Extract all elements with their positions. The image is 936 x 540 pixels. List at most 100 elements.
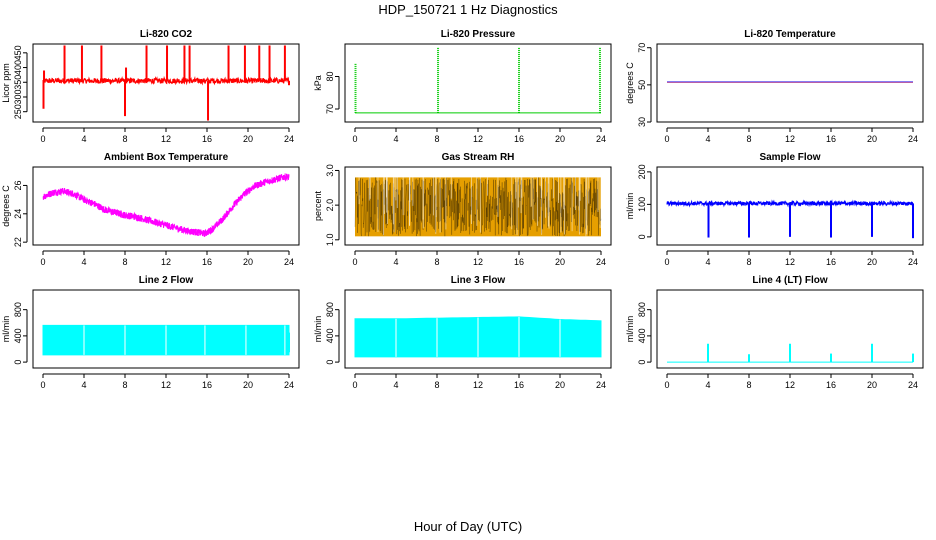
x-tick-label: 0	[664, 257, 669, 267]
x-tick-label: 20	[867, 380, 877, 390]
y-tick-label: 26	[13, 180, 23, 190]
panel-title: Gas Stream RH	[442, 152, 515, 163]
plot-frame	[656, 43, 924, 123]
y-tick-label: 0	[637, 360, 647, 365]
x-tick-label: 24	[284, 380, 294, 390]
x-tick-label: 0	[352, 134, 357, 144]
x-tick-label: 16	[202, 257, 212, 267]
x-tick-label: 12	[161, 134, 171, 144]
x-tick-label: 16	[826, 257, 836, 267]
x-tick-label: 24	[596, 257, 606, 267]
plot-frame	[32, 289, 300, 369]
x-tick-label: 8	[746, 134, 751, 144]
x-tick-label: 20	[867, 257, 877, 267]
x-axis: 0 4 8 12 16 20 24	[664, 373, 918, 390]
x-tick-label: 8	[122, 257, 127, 267]
x-tick-label: 24	[284, 134, 294, 144]
x-axis: 0 4 8 12 16 20 24	[40, 373, 294, 390]
x-tick-label: 12	[161, 257, 171, 267]
plot-area	[42, 173, 290, 237]
x-tick-label: 0	[40, 380, 45, 390]
x-tick-label: 20	[243, 257, 253, 267]
y-tick-label: 2.0	[325, 199, 335, 212]
x-tick-label: 16	[202, 134, 212, 144]
plot-area	[666, 199, 914, 239]
x-tick-label: 0	[40, 257, 45, 267]
y-tick-label: 200	[637, 164, 647, 179]
y-tick-label: 3.0	[325, 164, 335, 177]
x-tick-label: 16	[826, 380, 836, 390]
y-axis-label: Licor ppm	[1, 63, 11, 103]
y-tick-label: 50	[637, 80, 647, 90]
y-tick-label: 250	[13, 104, 23, 119]
y-tick-label: 24	[13, 209, 23, 219]
y-axis-label: ml/min	[1, 316, 11, 343]
plot-area	[667, 343, 914, 363]
x-tick-label: 4	[705, 257, 710, 267]
y-axis-label: ml/min	[625, 316, 635, 343]
x-tick-label: 24	[908, 380, 918, 390]
plot-frame	[32, 166, 300, 246]
y-axis-label: percent	[313, 190, 323, 221]
x-tick-label: 12	[473, 380, 483, 390]
x-tick-label: 12	[473, 134, 483, 144]
x-tick-label: 4	[393, 134, 398, 144]
x-tick-label: 4	[81, 380, 86, 390]
x-tick-label: 4	[393, 257, 398, 267]
y-tick-label: 400	[637, 328, 647, 343]
x-tick-label: 12	[473, 257, 483, 267]
y-tick-label: 70	[325, 104, 335, 114]
x-tick-label: 16	[514, 257, 524, 267]
x-tick-label: 8	[746, 380, 751, 390]
x-tick-label: 12	[785, 257, 795, 267]
chart-panel: Li-820 Temperature 0 4 8 12 16 20 24 30 50 70degre…	[625, 29, 924, 144]
y-tick-label: 800	[325, 302, 335, 317]
x-tick-label: 8	[434, 257, 439, 267]
panel-title: Line 3 Flow	[451, 275, 506, 286]
y-axis-label: kPa	[313, 75, 323, 91]
x-tick-label: 8	[122, 380, 127, 390]
x-axis: 0 4 8 12 16 20 24	[352, 127, 606, 144]
x-tick-label: 24	[908, 257, 918, 267]
x-tick-label: 16	[514, 380, 524, 390]
panel-title: Li-820 Temperature	[744, 29, 836, 40]
y-tick-label: 70	[637, 43, 647, 53]
y-tick-label: 80	[325, 71, 335, 81]
x-tick-label: 0	[352, 257, 357, 267]
x-tick-label: 4	[705, 380, 710, 390]
plot-area	[354, 47, 601, 114]
y-tick-label: 800	[13, 302, 23, 317]
x-axis: 0 4 8 12 16 20 24	[664, 127, 918, 144]
panel-title: Line 2 Flow	[139, 275, 194, 286]
x-tick-label: 8	[434, 380, 439, 390]
x-axis: 0 4 8 12 16 20 24	[352, 373, 606, 390]
x-axis: 0 4 8 12 16 20 24	[664, 250, 918, 267]
x-tick-label: 20	[867, 134, 877, 144]
x-axis-label: Hour of Day (UTC)	[414, 519, 522, 534]
y-axis: 1.0 2.0 3.0 percent	[313, 164, 340, 246]
chart-panel: Ambient Box Temperature 0 4 8 12 16 20 24 22 24 26…	[1, 152, 300, 267]
x-tick-label: 16	[826, 134, 836, 144]
plot-area	[42, 324, 290, 356]
x-tick-label: 0	[664, 134, 669, 144]
x-tick-label: 4	[393, 380, 398, 390]
y-tick-label: 450	[13, 45, 23, 60]
y-tick-label: 350	[13, 75, 23, 90]
series-line	[42, 173, 290, 237]
x-tick-label: 12	[785, 380, 795, 390]
y-tick-label: 22	[13, 237, 23, 247]
x-tick-label: 20	[243, 380, 253, 390]
plot-frame	[344, 166, 612, 246]
y-tick-label: 0	[325, 360, 335, 365]
y-tick-label: 400	[13, 60, 23, 75]
x-tick-label: 24	[596, 380, 606, 390]
chart-panel: Li-820 CO2 0 4 8 12 16 20 24 250300350400450Lico…	[1, 29, 300, 144]
panel-title: Ambient Box Temperature	[104, 152, 229, 163]
